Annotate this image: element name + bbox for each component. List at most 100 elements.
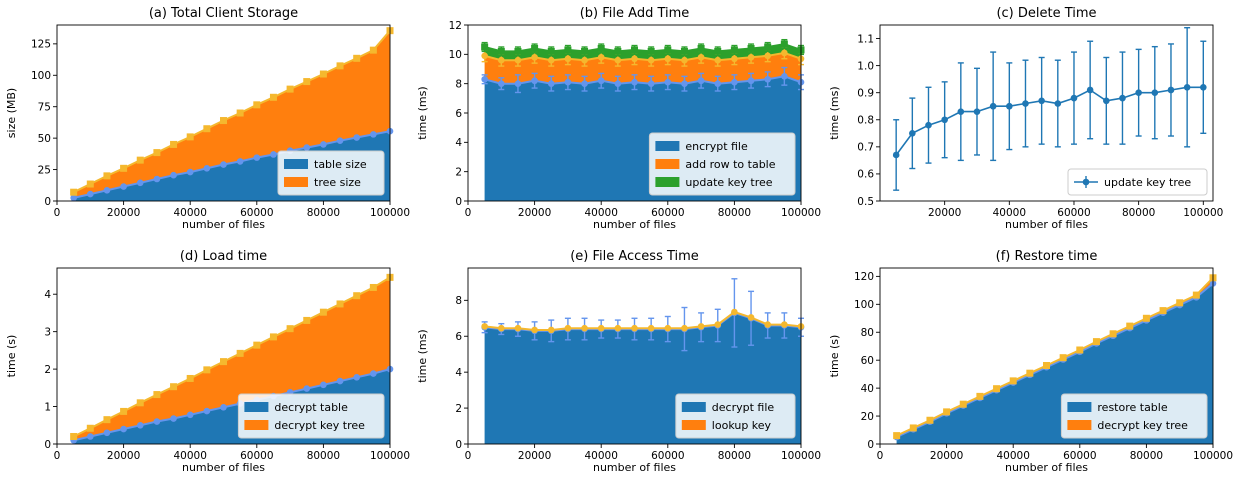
y-tick-label: 0 [867,439,874,451]
data-point [203,366,211,374]
data-point [203,407,211,415]
data-point [336,137,344,144]
data-point [1026,369,1034,377]
data-point [203,125,211,133]
data-point [103,172,111,180]
data-point [1109,330,1117,338]
data-point [136,156,144,164]
data-point [514,324,522,332]
x-tick-label: 40000 [584,207,617,219]
data-point [86,180,94,188]
data-point [120,407,128,415]
y-tick-label: 0 [455,196,462,208]
data-point [153,418,161,425]
x-tick-label: 80000 [1130,450,1163,462]
data-point [498,324,505,332]
x-axis-label: number of files [182,218,265,231]
y-tick-label: 120 [854,271,874,283]
data-point [303,385,311,392]
data-point [1119,94,1126,102]
data-point [959,400,967,408]
x-tick-label: 80000 [718,450,751,462]
data-point [186,374,194,382]
y-tick-label: 20 [861,411,874,423]
chart-title: (c) Delete Time [996,6,1096,21]
data-point [120,183,127,190]
data-point [747,44,755,52]
data-point [236,349,244,357]
x-tick-label: 0 [54,450,61,462]
y-tick-label: 60 [861,355,874,367]
chart-a: (a) Total Client Storage number of files s… [5,6,410,231]
chart-d: (d) Load time number of files time (s) 0 200… [5,249,410,474]
data-point [1183,83,1191,91]
legend-swatch [284,159,308,169]
data-point [1151,89,1159,96]
y-tick-label: 125 [31,39,51,51]
y-tick-label: 6 [455,108,462,120]
data-point [269,333,277,341]
data-point [631,46,638,54]
data-point [614,324,622,332]
x-tick-label: 40000 [173,450,206,462]
data-point [70,188,78,196]
data-point [764,52,771,60]
data-point [780,40,788,48]
chart-b: (b) File Add Time number of files time (ms… [416,6,821,231]
legend-swatch [681,420,706,430]
data-point [597,77,605,85]
data-point [336,300,344,308]
plot-frame [879,267,1214,445]
data-point [581,324,588,332]
data-point [1176,299,1184,307]
data-point [697,53,705,61]
data-point [270,151,277,158]
x-tick-label: 60000 [651,450,684,462]
data-point [597,53,605,61]
data-point [731,55,738,63]
data-point [120,164,128,172]
legend: encrypt file add row to table update key t… [648,132,796,196]
legend-box [1060,393,1208,439]
data-point [153,391,161,399]
x-tick-label: 100000 [1193,450,1233,462]
data-point [1022,100,1029,107]
y-tick-label: 1.0 [857,60,874,72]
x-tick-label: 60000 [1057,207,1090,219]
chart-title: (f) Restore time [996,249,1098,264]
x-tick-label: 0 [877,450,884,462]
data-point [103,187,111,194]
legend: update key tree [1067,168,1208,196]
data-point [369,46,377,54]
y-tick-label: 4 [455,367,462,379]
legend-swatch [244,402,269,412]
x-tick-label: 20000 [930,450,963,462]
y-tick-label: 1 [44,401,51,413]
data-point [70,433,78,441]
data-point [353,134,361,141]
data-point [714,321,722,328]
legend: restore table decrypt key tree [1060,393,1208,439]
data-point [498,56,505,64]
data-point [581,47,589,55]
data-point [664,78,672,86]
data-point [531,53,538,61]
y-tick-label: 3 [44,326,51,338]
x-tick-label: 20000 [518,207,551,219]
data-point [1103,97,1110,105]
x-tick-label: 80000 [718,207,751,219]
y-tick-label: 4 [44,289,51,301]
plot-frame [467,267,802,445]
legend-swatch [681,402,706,412]
legend-label: add row to table [685,158,775,171]
chart-title: (a) Total Client Storage [149,6,298,21]
y-tick-label: 0.7 [857,142,874,154]
data-point [631,324,638,332]
x-tick-label: 40000 [584,450,617,462]
data-point [481,52,488,60]
legend-swatch [1067,402,1092,412]
data-point [1006,102,1013,110]
data-point [86,424,94,432]
legend-label: restore table [1097,401,1167,414]
data-point [714,47,722,55]
